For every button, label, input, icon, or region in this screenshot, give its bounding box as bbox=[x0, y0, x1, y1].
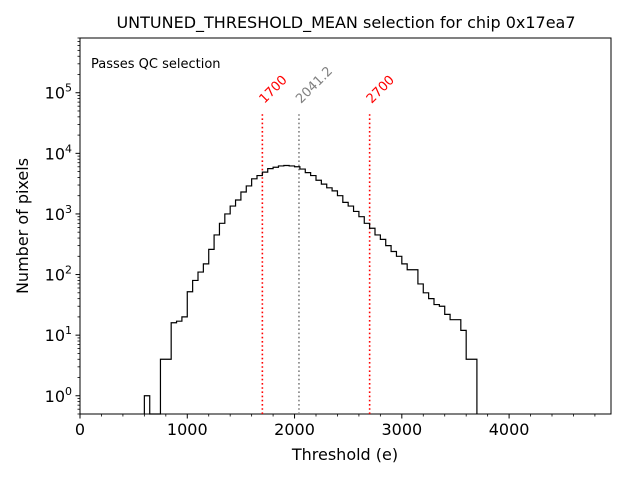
threshold-line-label-2: 2700 bbox=[364, 73, 398, 107]
x-tick-label-1: 1000 bbox=[167, 420, 208, 439]
threshold-line-label-0: 1700 bbox=[257, 73, 291, 107]
y-tick-label-0: 100 bbox=[45, 385, 72, 406]
x-tick-label-2: 2000 bbox=[274, 420, 315, 439]
y-tick-label-5: 105 bbox=[45, 82, 72, 103]
y-tick-label-4: 104 bbox=[45, 142, 72, 163]
threshold-line-label-1: 2041.2 bbox=[293, 64, 336, 107]
y-tick-label-1: 101 bbox=[45, 324, 72, 345]
y-tick-label-2: 102 bbox=[45, 264, 72, 285]
y-axis-label: Number of pixels bbox=[13, 158, 32, 294]
chart-title: UNTUNED_THRESHOLD_MEAN selection for chi… bbox=[116, 13, 575, 33]
y-tick-label-3: 103 bbox=[45, 203, 72, 224]
histogram-series bbox=[143, 164, 478, 415]
x-tick-label-4: 4000 bbox=[489, 420, 530, 439]
x-tick-label-3: 3000 bbox=[381, 420, 422, 439]
x-axis-label: Threshold (e) bbox=[291, 445, 398, 464]
plot-frame bbox=[79, 37, 612, 415]
x-tick-label-0: 0 bbox=[75, 420, 85, 439]
qc-selection-annotation: Passes QC selection bbox=[91, 57, 221, 72]
